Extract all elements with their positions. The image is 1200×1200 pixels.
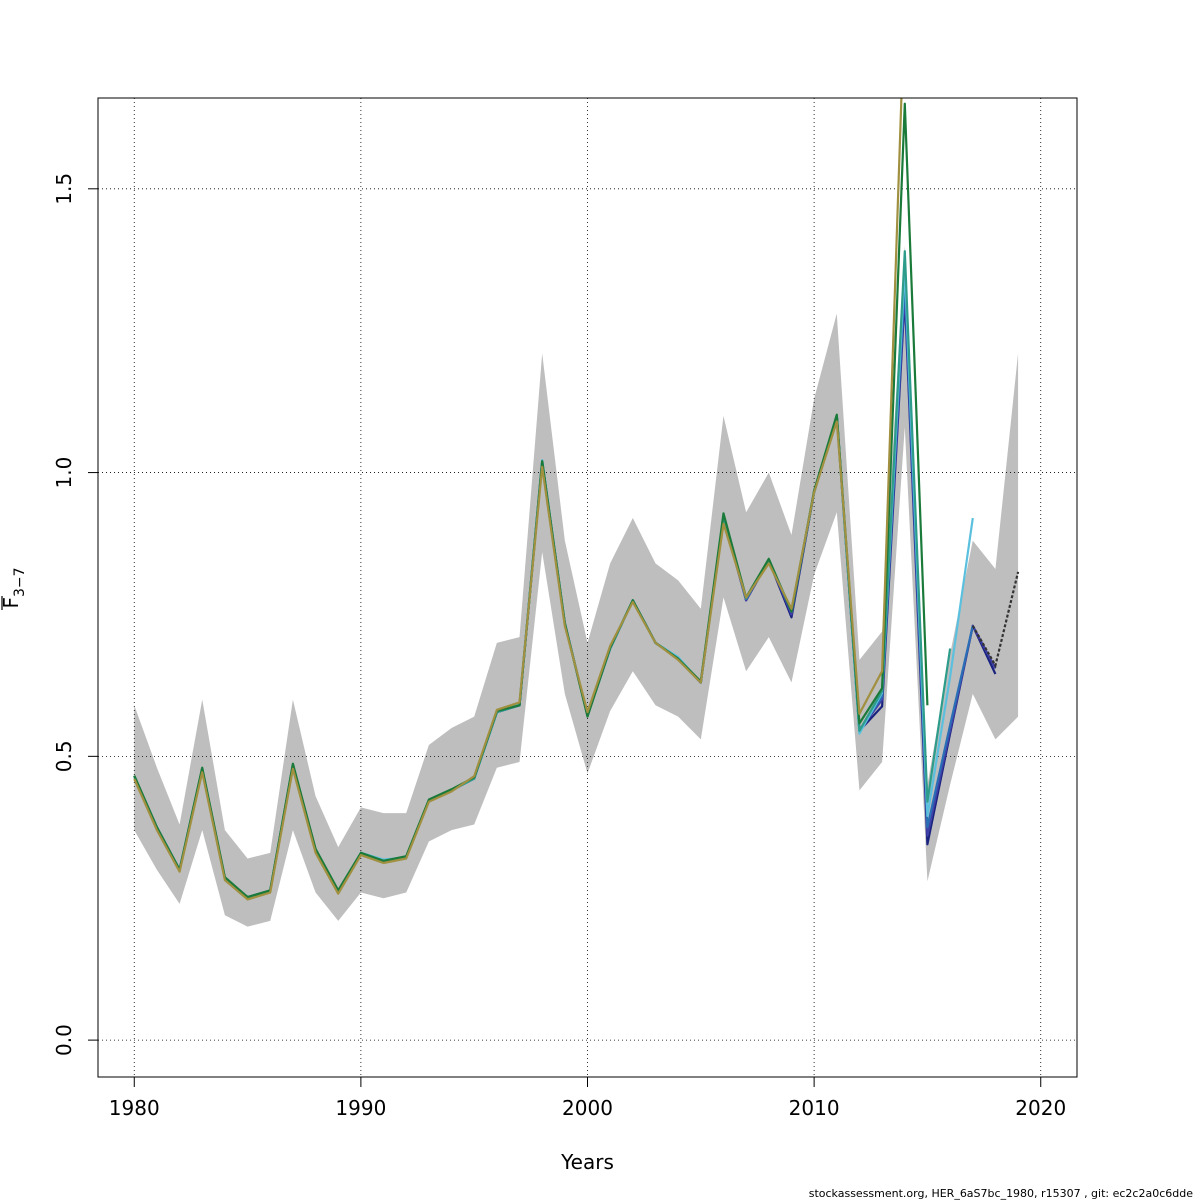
y-axis-title-subscript: 3−7 [12, 567, 28, 597]
x-axis: 1980 1990 2000 2010 2020 [109, 1076, 1066, 1120]
y-axis-title: F3−7 [0, 567, 28, 608]
x-tick-label: 1990 [335, 1096, 386, 1120]
confidence-band [134, 245, 1019, 927]
y-tick-label: 0.0 [52, 1024, 76, 1056]
y-tick-label: 1.5 [52, 173, 76, 205]
y-axis: 0.0 0.5 1.0 1.5 [52, 173, 99, 1056]
x-tick-label: 2000 [562, 1096, 613, 1120]
estimate-dashed-line [971, 571, 1020, 669]
footer-credit: stockassessment.org, HER_6aS7bc_1980, r1… [809, 1187, 1194, 1200]
grid-layer [98, 98, 1077, 1077]
confidence-band-layer [134, 245, 1019, 927]
x-tick-label: 2010 [789, 1096, 840, 1120]
series-line-7 [133, 98, 903, 901]
x-axis-title: Years [560, 1150, 614, 1174]
y-tick-label: 0.5 [52, 740, 76, 772]
y-axis-title-main: F [0, 597, 23, 609]
x-tick-label: 2020 [1015, 1096, 1066, 1120]
series-layer [133, 98, 1020, 901]
y-tick-label: 1.0 [52, 457, 76, 489]
x-tick-label: 1980 [109, 1096, 160, 1120]
